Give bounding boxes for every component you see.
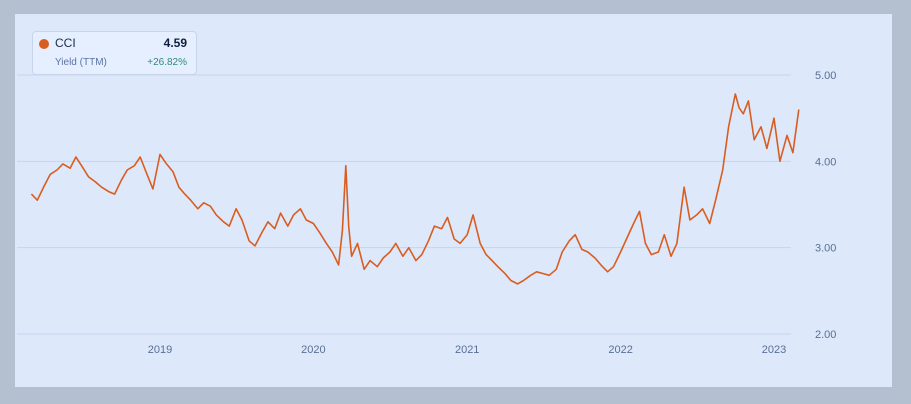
x-tick-label: 2022 [608, 344, 632, 356]
y-tick-label: 4.00 [815, 156, 836, 168]
legend-box: CCI 4.59 Yield (TTM) +26.82% [32, 31, 197, 75]
cci-yield-series-line [30, 93, 800, 285]
legend-change-percent: +26.82% [147, 57, 187, 68]
y-tick-label: 3.00 [815, 243, 836, 255]
legend-metric-label: Yield (TTM) [55, 57, 107, 68]
legend-ticker: CCI [55, 36, 76, 50]
x-tick-label: 2023 [762, 344, 786, 356]
legend-value: 4.59 [163, 36, 187, 50]
y-axis-tick-labels: 2.00 3.00 4.00 5.00 [815, 70, 836, 341]
chart-panel: 2.00 3.00 4.00 5.00 2019 2020 2021 2022 2023 CC… [15, 14, 892, 387]
yield-line-chart: 2.00 3.00 4.00 5.00 2019 2020 2021 2022 2023 [17, 70, 836, 356]
x-axis-tick-labels: 2019 2020 2021 2022 2023 [148, 344, 786, 356]
x-tick-label: 2020 [301, 344, 325, 356]
x-tick-label: 2021 [455, 344, 479, 356]
y-tick-label: 2.00 [815, 329, 836, 341]
y-tick-label: 5.00 [815, 70, 836, 82]
gridlines [17, 74, 791, 335]
series-color-dot [39, 39, 49, 49]
x-tick-label: 2019 [148, 344, 172, 356]
